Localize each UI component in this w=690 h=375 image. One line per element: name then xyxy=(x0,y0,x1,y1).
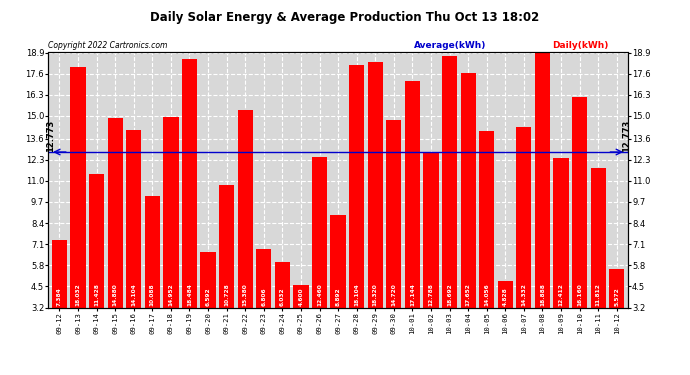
Bar xyxy=(591,168,606,360)
Text: 12.460: 12.460 xyxy=(317,283,322,306)
Text: 18.484: 18.484 xyxy=(187,283,192,306)
Bar xyxy=(52,240,67,360)
Bar xyxy=(312,157,327,360)
Text: 14.104: 14.104 xyxy=(131,283,136,306)
Text: 18.320: 18.320 xyxy=(373,283,377,306)
Text: 7.384: 7.384 xyxy=(57,287,62,306)
Bar xyxy=(516,127,531,360)
Text: Average(kWh): Average(kWh) xyxy=(414,41,486,50)
Text: 14.880: 14.880 xyxy=(112,283,118,306)
Text: 17.652: 17.652 xyxy=(466,283,471,306)
Bar xyxy=(219,185,235,360)
Bar xyxy=(386,120,402,360)
Text: 5.572: 5.572 xyxy=(614,287,619,306)
Bar xyxy=(275,261,290,360)
Text: 14.952: 14.952 xyxy=(168,283,173,306)
Bar xyxy=(442,56,457,360)
Text: 12.773: 12.773 xyxy=(622,120,631,152)
Bar xyxy=(237,110,253,360)
Bar xyxy=(182,59,197,360)
Bar xyxy=(126,130,141,360)
Text: 14.332: 14.332 xyxy=(522,283,526,306)
Text: 4.600: 4.600 xyxy=(299,287,304,306)
Bar xyxy=(535,53,550,360)
Bar xyxy=(293,285,308,360)
Bar xyxy=(201,252,216,360)
Text: 18.692: 18.692 xyxy=(447,283,452,306)
Bar xyxy=(460,73,476,360)
Text: 16.160: 16.160 xyxy=(577,283,582,306)
Text: 18.888: 18.888 xyxy=(540,283,545,306)
Bar xyxy=(497,281,513,360)
Text: 8.892: 8.892 xyxy=(335,287,341,306)
Text: 10.728: 10.728 xyxy=(224,283,229,306)
Bar xyxy=(572,97,587,360)
Text: 11.812: 11.812 xyxy=(595,283,601,306)
Text: 18.104: 18.104 xyxy=(354,283,359,306)
Bar xyxy=(479,131,494,360)
Bar xyxy=(405,81,420,360)
Bar xyxy=(349,65,364,360)
Text: 18.032: 18.032 xyxy=(75,283,81,306)
Text: 12.788: 12.788 xyxy=(428,283,433,306)
Bar xyxy=(164,117,179,360)
Text: Daily(kWh): Daily(kWh) xyxy=(552,41,609,50)
Text: 14.720: 14.720 xyxy=(391,283,396,306)
Bar xyxy=(108,118,123,360)
Bar xyxy=(609,269,624,360)
Bar xyxy=(70,67,86,360)
Text: 17.144: 17.144 xyxy=(410,283,415,306)
Bar xyxy=(424,152,439,360)
Bar xyxy=(256,249,271,360)
Text: 6.806: 6.806 xyxy=(262,287,266,306)
Bar xyxy=(145,196,160,360)
Text: 14.056: 14.056 xyxy=(484,283,489,306)
Text: 4.828: 4.828 xyxy=(503,287,508,306)
Bar xyxy=(331,215,346,360)
Text: Copyright 2022 Cartronics.com: Copyright 2022 Cartronics.com xyxy=(48,41,168,50)
Text: 12.412: 12.412 xyxy=(558,283,564,306)
Bar xyxy=(368,62,383,360)
Text: 6.592: 6.592 xyxy=(206,287,210,306)
Text: 15.380: 15.380 xyxy=(243,283,248,306)
Bar xyxy=(553,158,569,360)
Text: 12.773: 12.773 xyxy=(46,120,55,152)
Bar xyxy=(89,174,104,360)
Text: 6.032: 6.032 xyxy=(280,287,285,306)
Text: 10.088: 10.088 xyxy=(150,283,155,306)
Text: Daily Solar Energy & Average Production Thu Oct 13 18:02: Daily Solar Energy & Average Production … xyxy=(150,11,540,24)
Text: 11.428: 11.428 xyxy=(94,283,99,306)
